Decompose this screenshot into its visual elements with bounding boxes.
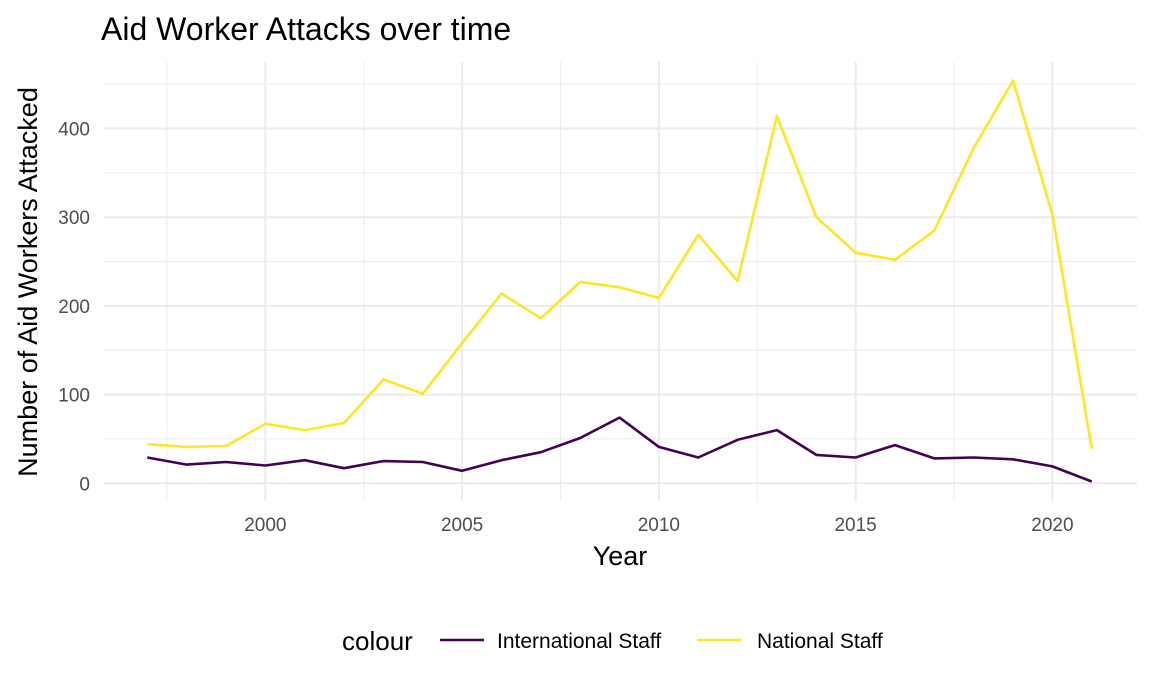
y-tick-label: 300	[58, 208, 90, 229]
legend: colour International Staff National Staff	[342, 626, 883, 656]
legend-label-national-staff: National Staff	[757, 630, 883, 653]
y-tick-label: 400	[58, 120, 90, 141]
x-tick-label: 2015	[834, 515, 876, 536]
x-tick-label: 2020	[1031, 515, 1073, 536]
x-axis-title: Year	[593, 541, 648, 571]
x-tick-label: 2010	[638, 515, 680, 536]
x-axis-ticks: 2000 2005 2010 2015 2020	[244, 515, 1073, 536]
y-axis-ticks: 0 100 200 300 400	[58, 120, 90, 496]
x-tick-label: 2000	[244, 515, 286, 536]
y-tick-label: 0	[79, 474, 90, 495]
series-lines	[147, 79, 1093, 483]
y-tick-label: 200	[58, 297, 90, 318]
y-tick-label: 100	[58, 386, 90, 407]
series-line-international-staff	[147, 416, 1093, 483]
series-line-national-staff	[147, 79, 1093, 449]
y-axis-title: Number of Aid Workers Attacked	[13, 87, 43, 477]
chart-title: Aid Worker Attacks over time	[101, 11, 511, 47]
legend-title: colour	[342, 626, 413, 656]
grid	[104, 62, 1137, 501]
x-tick-label: 2005	[441, 515, 483, 536]
legend-label-international-staff: International Staff	[497, 630, 661, 653]
